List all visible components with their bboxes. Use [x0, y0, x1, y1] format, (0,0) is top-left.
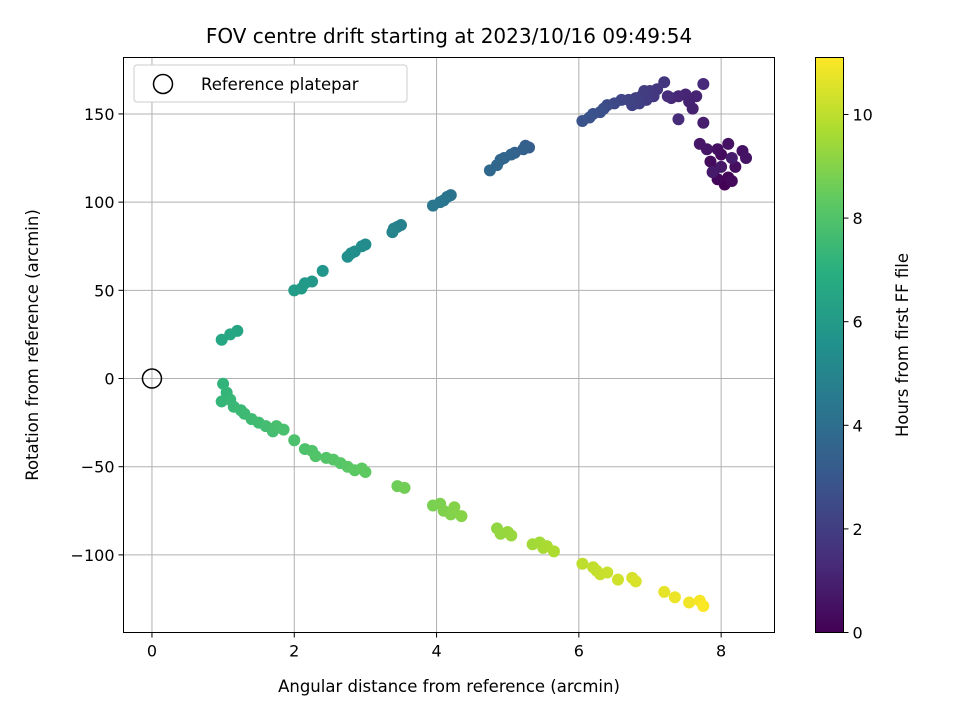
- data-point: [711, 143, 724, 156]
- colorbar-tick-label: 0: [853, 624, 863, 643]
- data-point: [359, 465, 372, 478]
- y-axis-label: Rotation from reference (arcmin): [23, 209, 42, 481]
- data-point: [483, 164, 496, 177]
- legend: Reference platepar: [133, 64, 408, 103]
- data-point: [683, 596, 696, 609]
- data-point: [725, 152, 738, 165]
- chart-title: FOV centre drift starting at 2023/10/16 …: [206, 24, 692, 48]
- data-point: [704, 155, 717, 168]
- data-point: [505, 529, 518, 542]
- colorbar: [815, 57, 844, 633]
- y-tick-label: −50: [81, 458, 115, 477]
- data-point: [697, 116, 710, 129]
- data-point: [288, 284, 301, 297]
- data-point: [426, 199, 439, 212]
- data-point: [547, 545, 560, 558]
- data-point: [668, 591, 681, 604]
- y-tick-label: 150: [84, 105, 115, 124]
- grid: [123, 57, 775, 633]
- x-axis-ticks: 0 2 4 6 8: [147, 632, 726, 661]
- data-point: [697, 600, 710, 613]
- data-point: [661, 90, 674, 103]
- x-tick-label: 2: [289, 642, 299, 661]
- data-point: [722, 137, 735, 150]
- data-point: [448, 501, 461, 514]
- data-point: [672, 113, 685, 126]
- plot-frame: [123, 57, 775, 633]
- data-point: [386, 226, 399, 239]
- data-point: [316, 264, 329, 277]
- data-point: [725, 174, 738, 187]
- data-point: [398, 481, 411, 494]
- data-point: [288, 434, 301, 447]
- data-point: [740, 152, 753, 165]
- data-point: [693, 137, 706, 150]
- colorbar-tick-label: 10: [853, 105, 873, 124]
- colorbar-tick-label: 2: [853, 520, 863, 539]
- data-point: [629, 575, 642, 588]
- colorbar-tick-label: 6: [853, 313, 863, 332]
- data-point: [455, 510, 468, 523]
- legend-box: [133, 64, 408, 103]
- data-point: [215, 333, 228, 346]
- x-tick-label: 4: [431, 642, 441, 661]
- y-axis-ticks: −100 −50 0 50 100 150: [71, 105, 124, 565]
- y-tick-label: 0: [104, 370, 114, 389]
- data-point: [611, 573, 624, 586]
- x-tick-label: 6: [574, 642, 584, 661]
- data-point: [576, 114, 589, 127]
- data-point: [697, 77, 710, 90]
- legend-label: Reference platepar: [201, 75, 359, 94]
- data-point: [309, 450, 322, 463]
- reference-marker: [141, 368, 163, 389]
- data-point: [601, 566, 614, 579]
- colorbar-tick-label: 4: [853, 416, 863, 435]
- data-point: [706, 166, 719, 179]
- colorbar-ticks: 0 2 4 6 8 10: [843, 105, 873, 643]
- data-point: [341, 250, 354, 263]
- y-tick-label: −100: [71, 546, 115, 565]
- colorbar-label: Hours from first FF file: [893, 253, 912, 437]
- scatter-points: [215, 76, 753, 613]
- x-axis-label: Angular distance from reference (arcmin): [278, 677, 620, 696]
- colorbar-tick-label: 8: [853, 209, 863, 228]
- data-point: [277, 423, 290, 436]
- data-point: [576, 557, 589, 570]
- x-tick-label: 0: [147, 642, 157, 661]
- x-tick-label: 8: [716, 642, 726, 661]
- data-point: [690, 90, 703, 103]
- data-point: [658, 585, 671, 598]
- legend-marker: [152, 73, 174, 95]
- y-tick-label: 100: [84, 193, 115, 212]
- y-tick-label: 50: [94, 281, 114, 300]
